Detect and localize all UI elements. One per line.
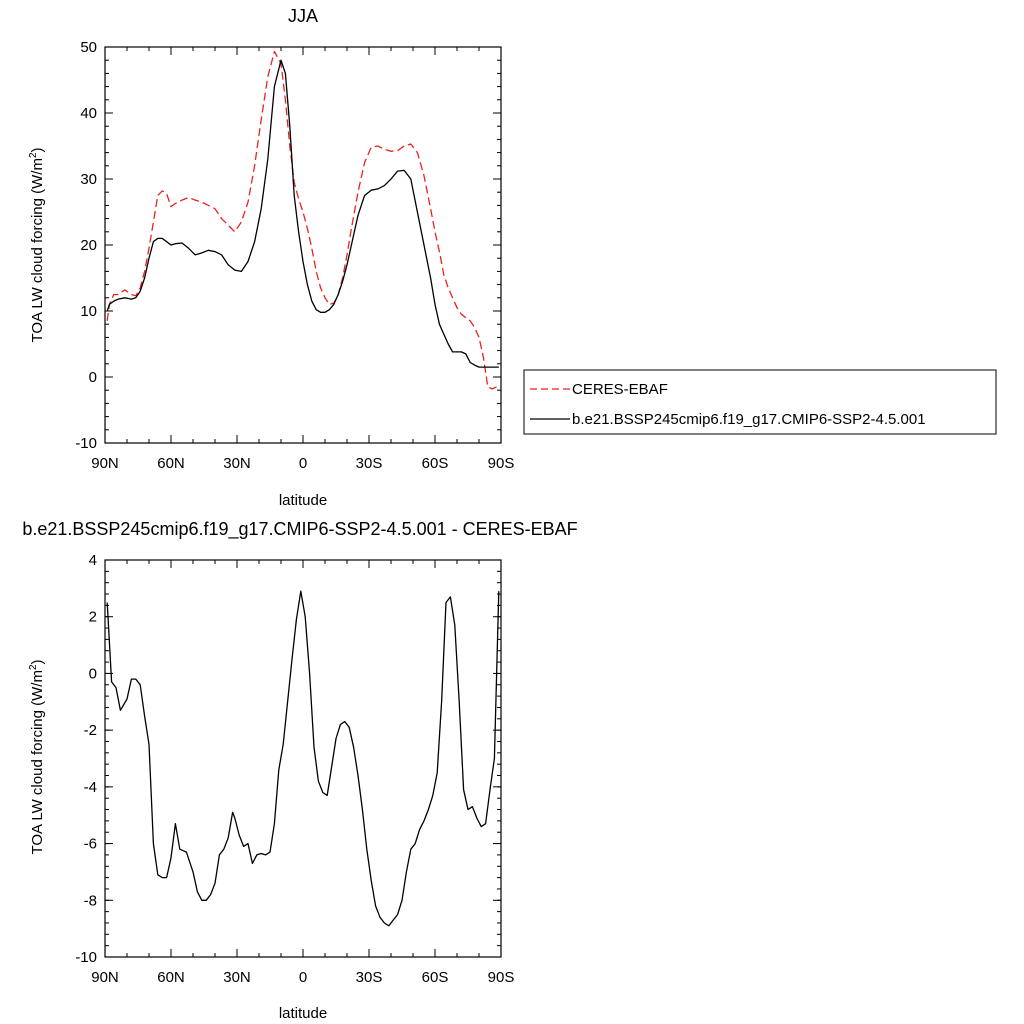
y-tick-label: 20: [80, 237, 97, 254]
plot-area: 90N 60N 30N 0 30S 60S 90S -10 0 10 20 30 40 50: [75, 39, 514, 472]
y-tick-label: -6: [84, 836, 97, 853]
plot-frame: [104, 559, 502, 958]
y-axis-label: TOA LW cloud forcing (W/m2): [28, 147, 46, 342]
y-tick-label: 2: [89, 609, 97, 626]
y-tick-label: -2: [84, 722, 97, 739]
x-axis-label: latitude: [279, 492, 327, 509]
legend-box: [523, 369, 997, 435]
x-tick-label: 90N: [91, 969, 119, 986]
y-tick-label: -4: [84, 779, 97, 796]
y-tick-label: 40: [80, 105, 97, 122]
y-tick-label: 0: [89, 369, 97, 386]
y-tick-label: -8: [84, 892, 97, 909]
x-tick-label: 60S: [422, 969, 449, 986]
y-tick-label: 0: [89, 665, 97, 682]
y-tick-label: 50: [80, 39, 97, 56]
panel-title: JJA: [288, 6, 318, 26]
x-tick-label: 60N: [157, 455, 185, 472]
x-tick-label: 0: [299, 969, 307, 986]
y-tick-label: 4: [89, 552, 97, 569]
x-tick-label: 90S: [488, 455, 515, 472]
y-tick-label: -10: [75, 435, 97, 452]
x-axis-label: latitude: [279, 1005, 327, 1022]
plot-area: 90N 60N 30N 0 30S 60S 90S -10 -8 -6 -4 -2 0 2 4: [75, 552, 514, 986]
x-tick-label: 30N: [223, 455, 251, 472]
y-tick-label: 10: [80, 303, 97, 320]
y-axis-label: TOA LW cloud forcing (W/m2): [28, 659, 46, 854]
legend-label-ceres: CERES-EBAF: [572, 381, 668, 398]
series-line-model: [106, 59, 499, 368]
legend-label-model: b.e21.BSSP245cmip6.f19_g17.CMIP6-SSP2-4.…: [572, 411, 926, 428]
x-tick-label: 60N: [157, 969, 185, 986]
x-tick-label: 30S: [356, 969, 383, 986]
panel-title: b.e21.BSSP245cmip6.f19_g17.CMIP6-SSP2-4.…: [22, 519, 577, 540]
x-tick-label: 30S: [356, 455, 383, 472]
y-tick-label: -10: [75, 949, 97, 966]
x-tick-label: 90N: [91, 455, 119, 472]
legend: CERES-EBAF b.e21.BSSP245cmip6.f19_g17.CM…: [523, 369, 997, 435]
top-panel: JJA 90N 60N 30N 0 30S 60S 90S -10 0 10 20 30 40 50 la…: [28, 6, 997, 509]
bottom-panel: b.e21.BSSP245cmip6.f19_g17.CMIP6-SSP2-4.…: [22, 519, 577, 1022]
x-tick-label: 90S: [488, 969, 515, 986]
y-tick-label: 30: [80, 171, 97, 188]
x-tick-label: 0: [299, 455, 307, 472]
plot-frame: [104, 46, 502, 444]
series-line-difference: [106, 590, 500, 927]
x-tick-label: 60S: [422, 455, 449, 472]
series-line-ceres: [106, 50, 500, 390]
x-tick-label: 30N: [223, 969, 251, 986]
